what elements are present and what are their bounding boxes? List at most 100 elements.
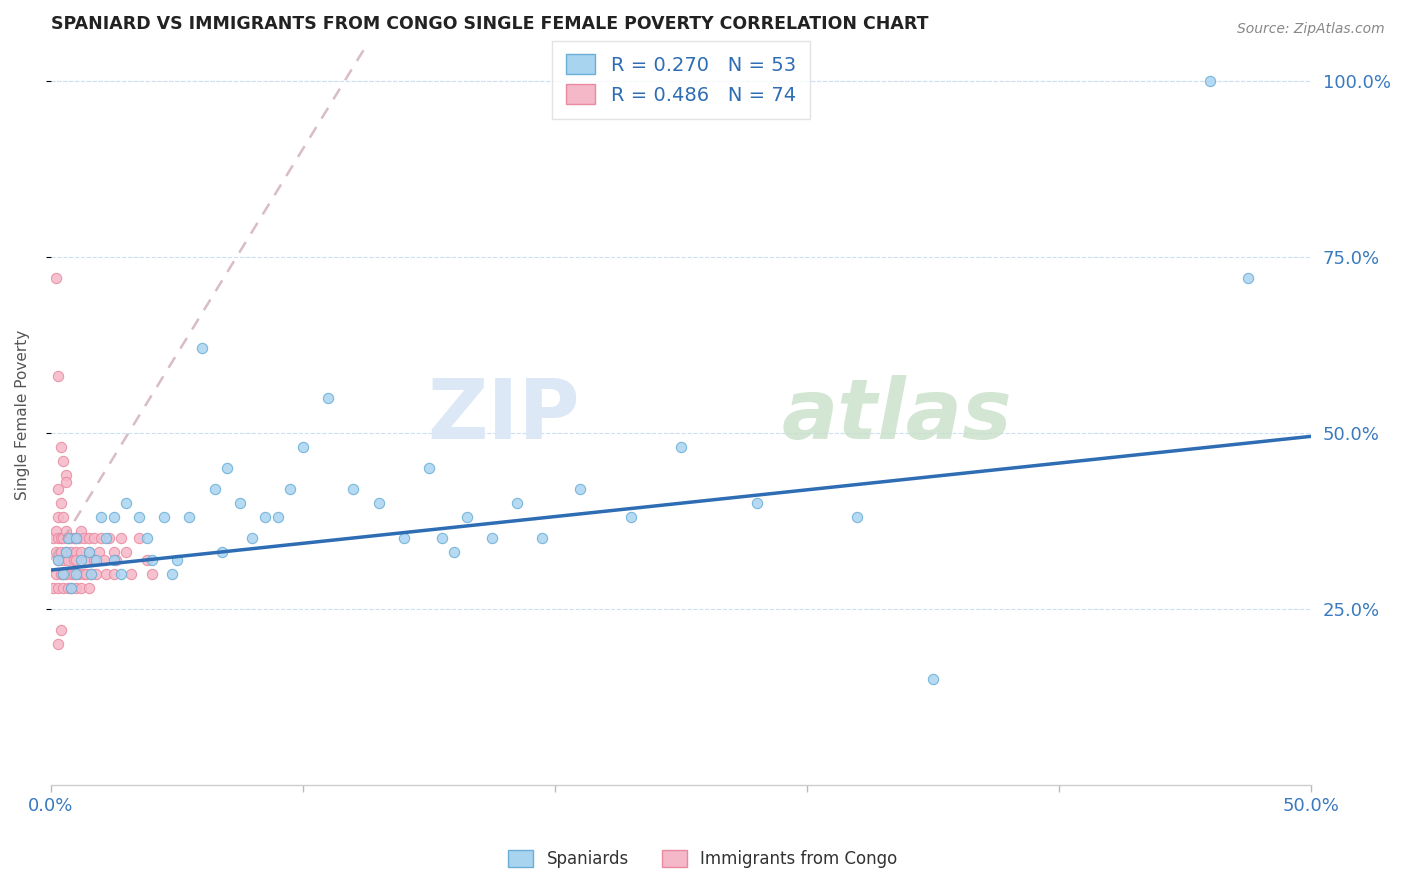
Point: [77, 581, 100, 595]
Point: [45, 524, 67, 539]
Point: [153, 510, 176, 524]
Point: [62, 532, 84, 546]
Point: [70, 552, 93, 566]
Point: [110, 532, 132, 546]
Point: [128, 532, 150, 546]
Point: [48, 369, 70, 384]
Point: [52, 454, 75, 468]
Point: [103, 566, 125, 581]
Point: [278, 482, 301, 496]
Point: [204, 482, 226, 496]
Point: [45, 271, 67, 285]
Point: [77, 532, 100, 546]
Point: [128, 510, 150, 524]
Point: [135, 552, 157, 566]
Point: [52, 581, 75, 595]
Point: [55, 468, 77, 483]
Point: [481, 532, 503, 546]
Y-axis label: Single Female Poverty: Single Female Poverty: [15, 330, 30, 500]
Point: [846, 510, 869, 524]
Point: [430, 532, 453, 546]
Point: [141, 552, 163, 566]
Text: ZIP: ZIP: [427, 375, 581, 456]
Point: [48, 510, 70, 524]
Point: [443, 545, 465, 559]
Point: [506, 496, 529, 510]
Text: Source: ZipAtlas.com: Source: ZipAtlas.com: [1237, 22, 1385, 37]
Point: [52, 532, 75, 546]
Point: [316, 391, 339, 405]
Point: [59, 581, 82, 595]
Text: atlas: atlas: [782, 375, 1012, 456]
Point: [58, 532, 80, 546]
Point: [418, 461, 440, 475]
Point: [67, 566, 90, 581]
Point: [166, 552, 188, 566]
Point: [160, 566, 183, 581]
Point: [65, 566, 87, 581]
Point: [75, 552, 97, 566]
Point: [70, 581, 93, 595]
Point: [42, 581, 65, 595]
Point: [59, 532, 82, 546]
Point: [75, 566, 97, 581]
Point: [267, 510, 290, 524]
Legend: Spaniards, Immigrants from Congo: Spaniards, Immigrants from Congo: [502, 843, 904, 875]
Point: [49, 566, 72, 581]
Point: [58, 552, 80, 566]
Point: [55, 545, 77, 559]
Point: [392, 532, 415, 546]
Point: [217, 461, 239, 475]
Point: [291, 440, 314, 454]
Point: [367, 496, 389, 510]
Point: [141, 566, 163, 581]
Text: SPANIARD VS IMMIGRANTS FROM CONGO SINGLE FEMALE POVERTY CORRELATION CHART: SPANIARD VS IMMIGRANTS FROM CONGO SINGLE…: [51, 15, 928, 33]
Point: [84, 566, 107, 581]
Point: [191, 342, 214, 356]
Point: [49, 496, 72, 510]
Point: [93, 552, 115, 566]
Point: [80, 566, 103, 581]
Point: [103, 552, 125, 566]
Point: [569, 482, 592, 496]
Point: [90, 532, 112, 546]
Point: [1199, 74, 1222, 88]
Point: [65, 532, 87, 546]
Point: [49, 545, 72, 559]
Point: [87, 545, 110, 559]
Point: [96, 566, 118, 581]
Point: [58, 581, 80, 595]
Point: [115, 496, 138, 510]
Point: [77, 545, 100, 559]
Point: [84, 552, 107, 566]
Point: [135, 532, 157, 546]
Point: [48, 552, 70, 566]
Point: [65, 581, 87, 595]
Point: [745, 496, 768, 510]
Point: [72, 532, 94, 546]
Point: [77, 545, 100, 559]
Point: [55, 475, 77, 489]
Point: [48, 482, 70, 496]
Point: [55, 566, 77, 581]
Point: [52, 552, 75, 566]
Point: [342, 482, 364, 496]
Point: [48, 552, 70, 566]
Point: [96, 532, 118, 546]
Point: [97, 532, 120, 546]
Point: [103, 510, 125, 524]
Point: [62, 552, 84, 566]
Point: [456, 510, 478, 524]
Point: [531, 532, 554, 546]
Point: [242, 532, 264, 546]
Point: [179, 510, 201, 524]
Point: [52, 566, 75, 581]
Point: [45, 566, 67, 581]
Point: [49, 623, 72, 637]
Point: [49, 440, 72, 454]
Point: [58, 532, 80, 546]
Point: [70, 545, 93, 559]
Point: [49, 532, 72, 546]
Point: [59, 581, 82, 595]
Point: [65, 552, 87, 566]
